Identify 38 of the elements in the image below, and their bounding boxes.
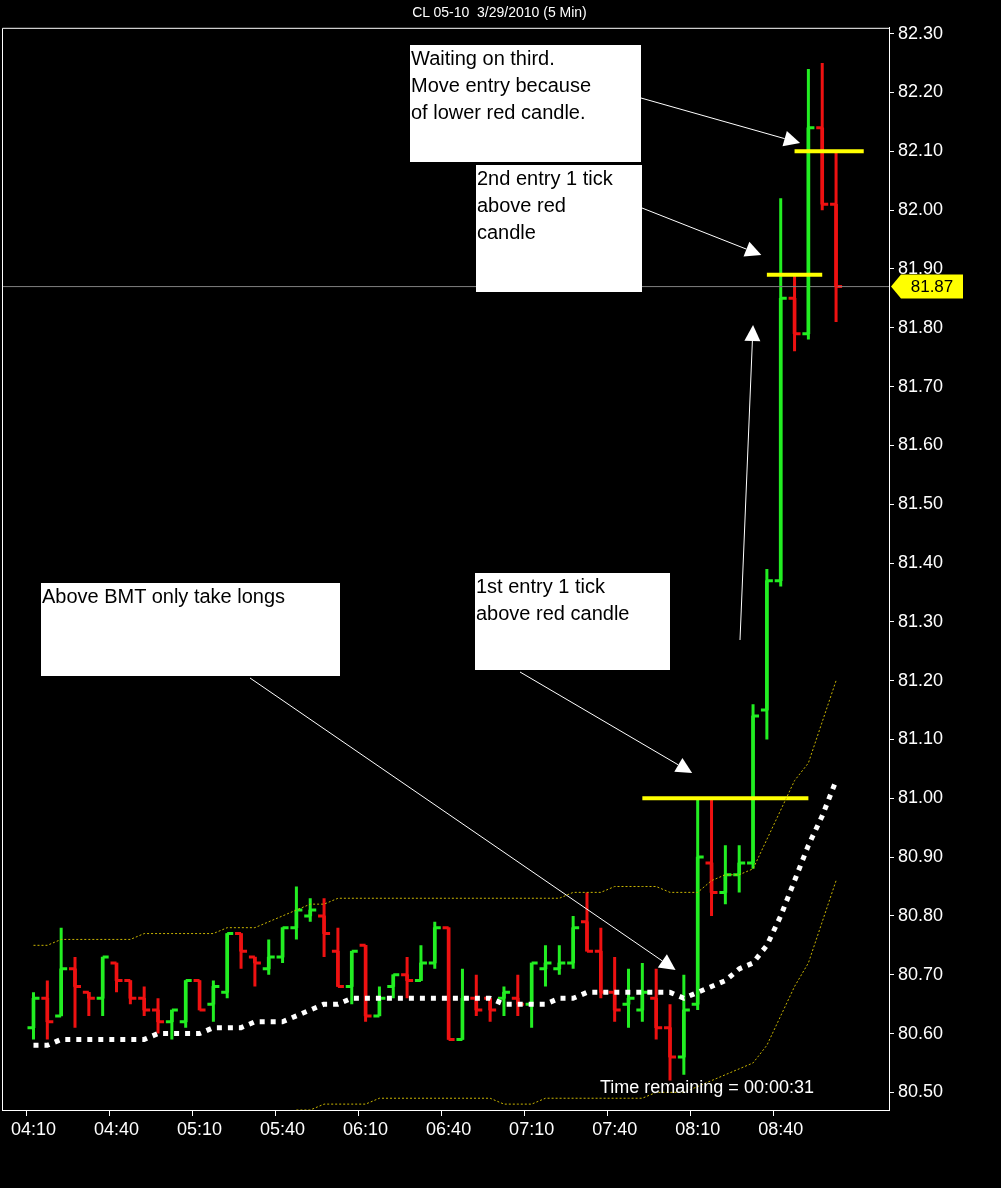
- x-tick-label: 08:10: [675, 1118, 721, 1139]
- ref-line-label: 81.87: [910, 277, 954, 297]
- x-tick-label: 08:40: [758, 1118, 804, 1139]
- annotation: Time remaining = 00:00:31: [600, 1076, 815, 1098]
- line-series: [32, 680, 837, 946]
- y-tick-label: 80.90: [898, 846, 944, 867]
- x-tick-label: 07:10: [509, 1118, 555, 1139]
- y-tick-label: 81.70: [898, 375, 944, 396]
- y-tick-label: 80.60: [898, 1022, 944, 1043]
- annotation: 2nd entry 1 tick above red candle: [476, 166, 614, 245]
- y-tick-label: 81.60: [898, 434, 944, 455]
- line-series: [295, 880, 837, 1110]
- y-tick-label: 81.30: [898, 610, 944, 631]
- y-tick-label: 81.80: [898, 316, 944, 337]
- y-tick-label: 82.10: [898, 140, 944, 161]
- chart-title: CL 05-10 3/29/2010 (5 Min): [412, 4, 587, 21]
- y-tick-label: 82.20: [898, 81, 944, 102]
- x-tick-label: 06:10: [343, 1118, 389, 1139]
- x-tick-label: 06:40: [426, 1118, 472, 1139]
- x-tick-label: 05:40: [260, 1118, 306, 1139]
- annotation: Above BMT only take longs: [41, 584, 287, 609]
- y-tick-label: 80.70: [898, 963, 944, 984]
- x-tick-label: 05:10: [177, 1118, 223, 1139]
- annotation: 1st entry 1 tick above red candle: [475, 574, 631, 626]
- y-tick-label: 82.00: [898, 199, 944, 220]
- y-tick-label: 81.40: [898, 551, 944, 572]
- annotation: Waiting on third. Move entry because of lower red candle.: [410, 46, 593, 125]
- y-tick-label: 81.50: [898, 493, 944, 514]
- x-tick-label: 04:40: [93, 1118, 140, 1139]
- y-tick-label: 80.50: [898, 1081, 944, 1102]
- x-tick-label: 07:40: [592, 1118, 638, 1139]
- y-tick-label: 81.00: [898, 787, 944, 808]
- y-tick-label: 81.10: [898, 728, 944, 749]
- y-tick-label: 82.30: [898, 22, 944, 43]
- y-tick-label: 81.20: [898, 669, 944, 690]
- y-tick-label: 80.80: [898, 904, 944, 925]
- y-tick-label: 81.90: [898, 257, 944, 278]
- x-tick-label: 04:10: [10, 1118, 57, 1139]
